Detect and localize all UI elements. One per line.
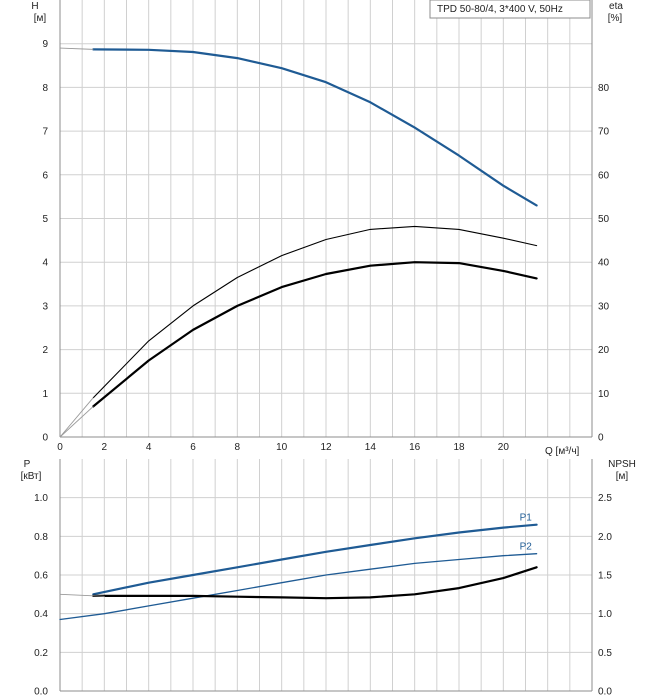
eta-axis-unit: [%] xyxy=(608,13,623,24)
power-series-NPSH xyxy=(92,566,538,600)
power-series-P2 xyxy=(59,553,538,621)
head-left-tick-label: 9 xyxy=(42,39,48,50)
power-chart-series: P1 P2 xyxy=(59,513,538,621)
head-left-tick-label: 3 xyxy=(42,301,48,312)
npsh-axis-label: NPSH xyxy=(608,459,636,470)
head-chart-grid xyxy=(59,0,593,438)
chart-title: TPD 50-80/4, 3*400 V, 50Hz xyxy=(437,4,563,15)
power-right-tick-label: 0.0 xyxy=(598,687,612,698)
power-right-tick-label: 0.5 xyxy=(598,648,612,659)
power-right-tick-label: 1.5 xyxy=(598,571,612,582)
head-left-tick-label: 1 xyxy=(42,389,48,400)
head-right-tick-label: 60 xyxy=(598,170,610,181)
head-extension-line xyxy=(59,47,94,50)
head-left-tick-label: 6 xyxy=(42,170,48,181)
power-left-tick-label: 0.2 xyxy=(34,648,48,659)
head-right-tick-label: 70 xyxy=(598,127,610,138)
flow-tick-label: 12 xyxy=(320,442,332,453)
flow-tick-label: 20 xyxy=(498,442,510,453)
head-left-tick-label: 0 xyxy=(42,433,48,444)
flow-tick-label: 8 xyxy=(235,442,241,453)
title-box xyxy=(429,0,591,19)
power-left-tick-label: 0.0 xyxy=(34,687,48,698)
npsh-axis-unit: [м] xyxy=(616,471,629,482)
power-series-label-P1: P1 xyxy=(520,513,533,524)
power-series-P_thin_gray xyxy=(59,593,105,597)
head-right-tick-label: 30 xyxy=(598,301,610,312)
flow-tick-label: 16 xyxy=(409,442,421,453)
power-axis-unit: [кВт] xyxy=(21,471,42,482)
power-left-tick-label: 0.8 xyxy=(34,532,48,543)
power-series-P1 xyxy=(92,523,538,596)
eta-thin-extension-line xyxy=(59,397,94,438)
head-axis-label: H xyxy=(31,1,38,12)
power-chart-ticks: 0.0 0.2 0.4 0.6 0.8 1.0 0.0 0.5 1.0 1.5 2.0 2.5 xyxy=(34,493,612,697)
head-series-H xyxy=(92,48,538,207)
power-left-tick-label: 0.4 xyxy=(34,609,48,620)
head-axis-unit: [м] xyxy=(34,13,47,24)
power-right-tick-label: 2.5 xyxy=(598,493,612,504)
eta-thick-extension-line xyxy=(59,406,94,438)
flow-tick-label: 0 xyxy=(57,442,63,453)
eta-axis-label: eta xyxy=(609,1,623,12)
head-series-eta_thin xyxy=(92,225,538,399)
head-series-eta_thick xyxy=(92,261,538,408)
head-right-tick-label: 20 xyxy=(598,345,610,356)
head-left-tick-label: 4 xyxy=(42,258,48,269)
head-left-tick-label: 7 xyxy=(42,127,48,138)
power-series-label-P2: P2 xyxy=(520,542,533,553)
flow-axis-label: Q [м³/ч] xyxy=(545,446,580,457)
head-right-tick-label: 40 xyxy=(598,258,610,269)
flow-tick-label: 4 xyxy=(146,442,152,453)
flow-tick-label: 10 xyxy=(276,442,288,453)
head-chart-series xyxy=(59,47,538,438)
flow-tick-label: 18 xyxy=(453,442,465,453)
power-left-tick-label: 0.6 xyxy=(34,571,48,582)
power-left-tick-label: 1.0 xyxy=(34,493,48,504)
head-right-tick-label: 80 xyxy=(598,83,610,94)
head-left-tick-label: 2 xyxy=(42,345,48,356)
head-left-tick-label: 5 xyxy=(42,214,48,225)
head-right-tick-label: 10 xyxy=(598,389,610,400)
power-chart-grid xyxy=(59,459,593,692)
flow-tick-label: 6 xyxy=(190,442,196,453)
head-right-tick-label: 0 xyxy=(598,433,604,444)
head-right-tick-label: 50 xyxy=(598,214,610,225)
flow-tick-label: 14 xyxy=(365,442,377,453)
flow-tick-label: 2 xyxy=(102,442,108,453)
power-right-tick-label: 1.0 xyxy=(598,609,612,620)
head-left-tick-label: 8 xyxy=(42,83,48,94)
power-right-tick-label: 2.0 xyxy=(598,532,612,543)
power-axis-label: P xyxy=(24,459,31,470)
